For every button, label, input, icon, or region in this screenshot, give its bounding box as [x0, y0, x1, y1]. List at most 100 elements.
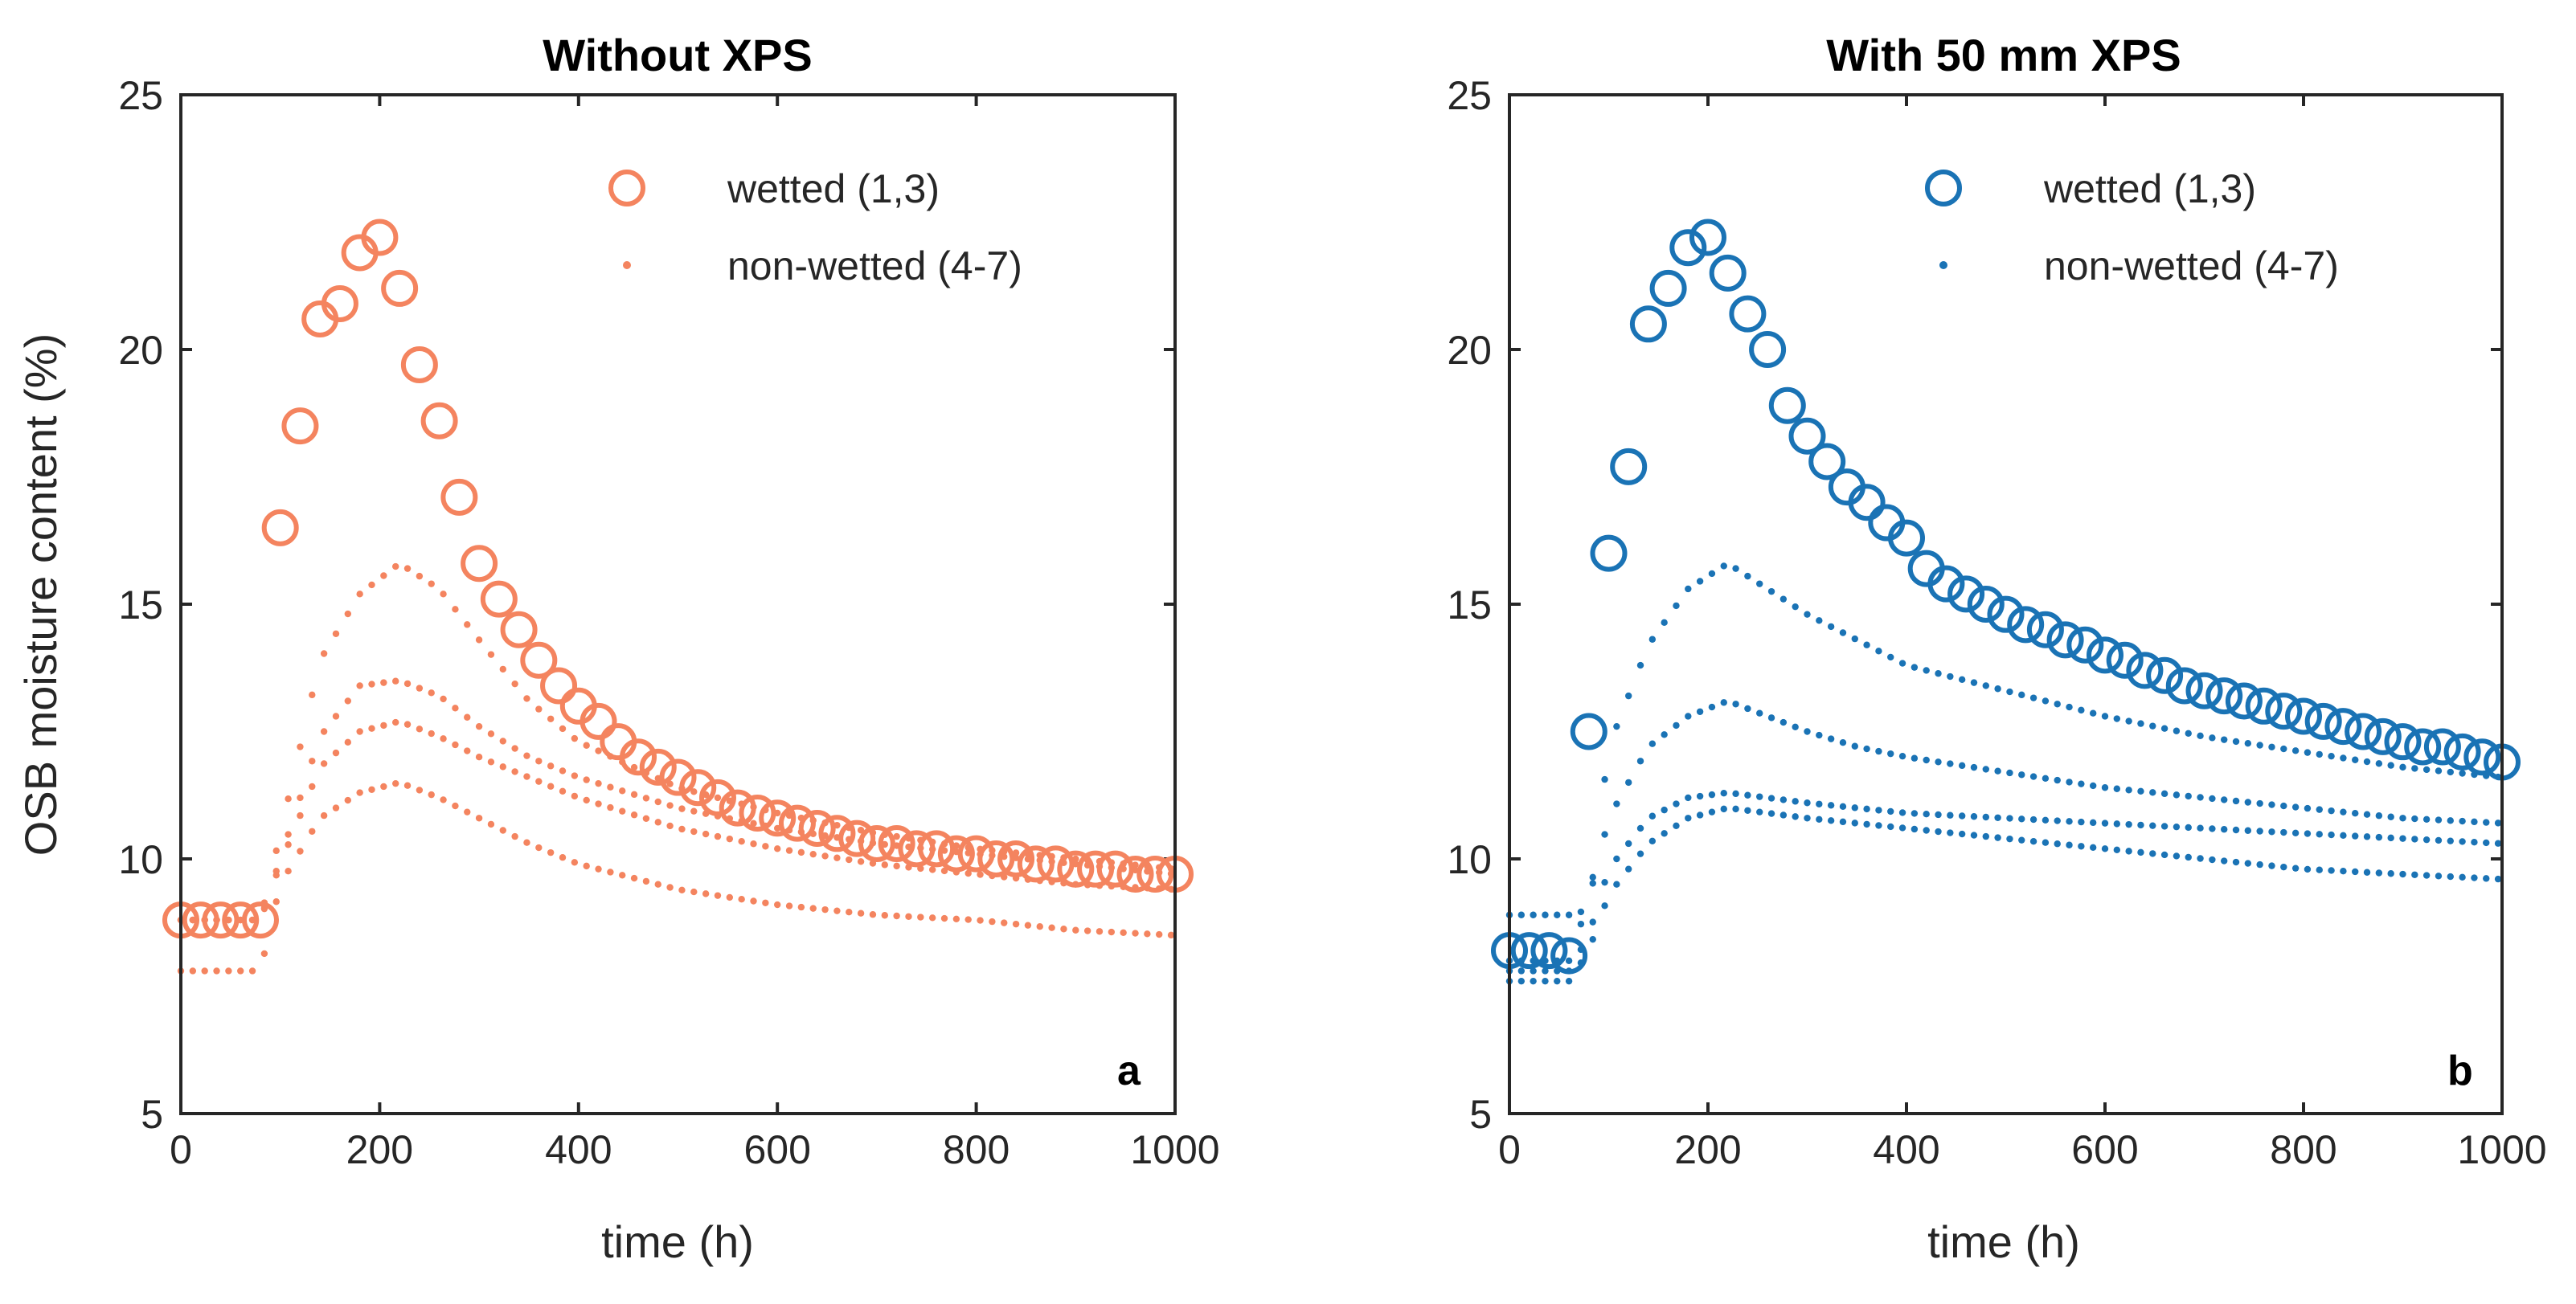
data-point: [202, 901, 240, 939]
data-point: [2066, 703, 2073, 711]
data-point: [2324, 708, 2362, 746]
data-point: [2089, 844, 2097, 851]
data-point: [2422, 766, 2431, 774]
data-point: [241, 901, 279, 939]
data-point: [818, 815, 856, 852]
data-point: [1648, 740, 1657, 747]
data-point: [1673, 800, 1680, 807]
data-point: [440, 591, 447, 598]
data-point: [428, 689, 435, 697]
data-point: [2165, 667, 2203, 705]
data-point: [846, 908, 853, 916]
data-point: [309, 783, 316, 791]
data-point: [1804, 815, 1811, 822]
data-point: [1827, 735, 1835, 742]
data-point: [1072, 855, 1079, 863]
data-point: [2113, 715, 2121, 722]
data-point: [2494, 875, 2502, 883]
data-point: [1792, 723, 1799, 730]
data-point: [1958, 762, 1966, 770]
data-point: [2244, 827, 2252, 834]
data-point: [630, 791, 638, 799]
data-point: [893, 862, 900, 870]
data-point: [272, 898, 280, 905]
data-point: [1744, 791, 1751, 799]
data-point: [2363, 811, 2371, 818]
data-point: [2494, 840, 2502, 847]
ticks-a: 0 200 400 600 800 1000 5 10 15 20 25: [118, 73, 1219, 1172]
data-point: [320, 650, 328, 657]
data-point: [1661, 731, 1668, 738]
data-point: [2280, 745, 2287, 753]
data-point: [1887, 653, 1894, 661]
data-point: [2029, 773, 2037, 780]
data-point: [2435, 767, 2443, 775]
data-point: [1636, 661, 1644, 669]
data-point: [2018, 691, 2025, 699]
data-point: [678, 886, 686, 894]
data-point: [2042, 697, 2050, 705]
data-point: [1804, 611, 1811, 618]
data-point: [1577, 908, 1585, 916]
data-point: [679, 769, 717, 807]
data-point: [726, 835, 734, 843]
data-point: [607, 783, 614, 791]
data-point: [440, 796, 447, 803]
data-point: [1767, 810, 1775, 817]
data-point: [1625, 865, 1632, 873]
data-point: [523, 752, 530, 759]
data-point: [368, 681, 375, 688]
data-point: [1673, 822, 1680, 829]
series-non-wetted-a-2: [177, 677, 1175, 924]
data-point: [583, 862, 590, 870]
data-point: [2160, 823, 2169, 830]
data-point: [2345, 713, 2382, 750]
data-point: [2232, 826, 2240, 834]
data-point: [1839, 818, 1847, 826]
data-point: [1636, 850, 1644, 857]
data-point: [1116, 856, 1154, 893]
series-wetted-a: [162, 219, 1194, 939]
data-point: [2006, 769, 2013, 777]
data-point: [1720, 790, 1727, 797]
data-point: [1851, 820, 1858, 827]
legend-label-nonwetted-b: non-wetted (4-7): [2044, 243, 2339, 288]
data-point: [858, 824, 895, 862]
data-point: [1685, 585, 1692, 593]
data-point: [2042, 775, 2050, 783]
y-tick-label-a-25: 25: [118, 73, 163, 118]
data-point: [452, 802, 459, 810]
data-point: [1689, 219, 1726, 256]
data-point: [1898, 660, 1906, 667]
data-point: [416, 572, 424, 580]
data-point: [559, 854, 567, 861]
data-point: [2494, 820, 2502, 827]
data-point: [1720, 562, 1727, 570]
data-point: [2256, 828, 2263, 835]
data-point: [881, 912, 888, 919]
data-point: [2066, 626, 2104, 664]
data-point: [2280, 828, 2287, 836]
data-point: [1982, 766, 1989, 773]
data-point: [332, 749, 340, 757]
data-point: [714, 892, 722, 899]
x-tick-label-a-1000: 1000: [1130, 1127, 1219, 1172]
data-point: [1589, 880, 1596, 887]
data-point: [1648, 636, 1657, 643]
data-point: [2113, 846, 2121, 854]
data-point: [1863, 805, 1870, 813]
data-point: [2280, 863, 2287, 871]
data-point: [1709, 254, 1747, 292]
data-point: [881, 861, 888, 869]
data-point: [2411, 815, 2418, 823]
data-point: [1779, 595, 1788, 603]
data-point: [1839, 803, 1847, 811]
data-point: [952, 915, 960, 923]
data-point: [690, 888, 698, 896]
data-point: [320, 760, 328, 767]
data-point: [523, 695, 530, 702]
data-point: [2316, 866, 2323, 873]
data-point: [1517, 977, 1526, 985]
data-point: [2483, 875, 2490, 882]
data-point: [540, 667, 578, 705]
